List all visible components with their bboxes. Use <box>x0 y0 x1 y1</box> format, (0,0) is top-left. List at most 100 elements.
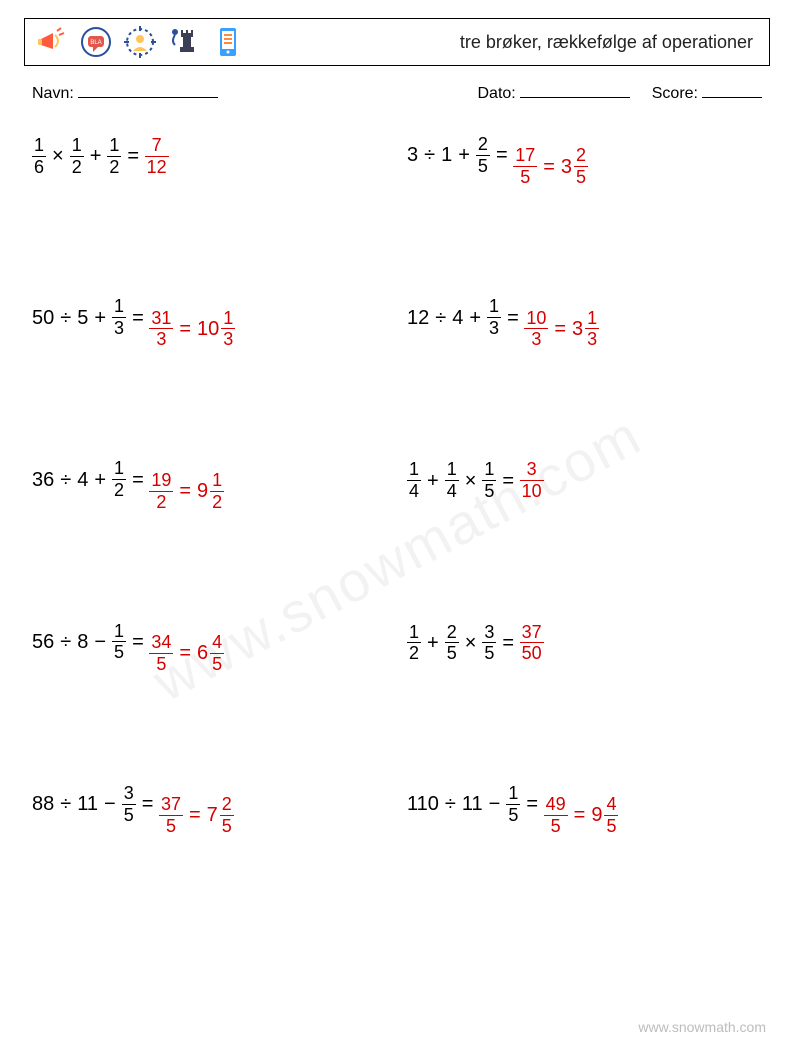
answer: 103 = 313 <box>524 309 599 350</box>
date-label: Dato: <box>478 85 516 103</box>
operator: + <box>469 308 481 328</box>
operator: = <box>179 643 191 663</box>
problem: 3÷1+25= 175=325 <box>407 135 762 187</box>
operator: = <box>496 145 508 165</box>
problem: 14 +14 ×15 = 310 <box>407 459 762 511</box>
fraction: 375 <box>159 795 183 836</box>
operator: + <box>90 146 102 166</box>
chess-rook-icon <box>167 25 201 59</box>
fraction: 35 <box>122 784 136 825</box>
operator: = <box>132 470 144 490</box>
problem: 12÷4+13= 103=313 <box>407 297 762 349</box>
answer: 495 =945 <box>544 795 619 836</box>
score-blank[interactable] <box>702 84 762 98</box>
fraction: 310 <box>520 460 544 501</box>
integer: 5 <box>77 308 88 328</box>
fraction: 35 <box>482 623 496 664</box>
mixed-number: 725 <box>207 795 234 836</box>
problem: 12+25×35= 3750 <box>407 622 762 674</box>
fraction: 25 <box>476 135 490 176</box>
fraction: 712 <box>145 136 169 177</box>
answer: 310 <box>520 460 544 501</box>
expression: 3÷1+25= <box>407 135 508 176</box>
mixed-number: 325 <box>561 146 588 187</box>
fraction: 345 <box>149 633 173 674</box>
operator: = <box>189 805 201 825</box>
integer: 12 <box>407 308 429 328</box>
integer: 110 <box>407 794 439 814</box>
operator: + <box>94 470 106 490</box>
fraction: 175 <box>513 146 537 187</box>
phone-list-icon <box>211 25 245 59</box>
operator: × <box>465 633 477 653</box>
expression: 36÷4+12= <box>32 459 144 500</box>
operator: ÷ <box>445 794 456 814</box>
expression: 12 ÷ 4 +13 = <box>407 297 519 338</box>
problem: 56÷8−15= 345=645 <box>32 622 387 674</box>
name-blank[interactable] <box>78 84 218 98</box>
target-person-icon <box>123 25 157 59</box>
fraction: 12 <box>70 136 84 177</box>
fraction: 14 <box>407 460 421 501</box>
operator: + <box>427 471 439 491</box>
mixed-number: 945 <box>591 795 618 836</box>
fraction: 16 <box>32 136 46 177</box>
operator: − <box>94 632 106 652</box>
operator: = <box>179 319 191 339</box>
operator: + <box>458 145 470 165</box>
problem: 16×12+12= 712 <box>32 135 387 187</box>
expression: 12+25×35= <box>407 623 514 664</box>
operator: = <box>179 481 191 501</box>
fraction: 495 <box>544 795 568 836</box>
operator: + <box>427 633 439 653</box>
chat-bubble-icon: BLA <box>79 25 113 59</box>
integer: 4 <box>452 308 463 328</box>
expression: 110÷11−15= <box>407 784 538 825</box>
operator: = <box>554 319 566 339</box>
integer: 50 <box>32 308 54 328</box>
fraction: 192 <box>149 471 173 512</box>
fraction: 12 <box>112 459 126 500</box>
operator: ÷ <box>60 794 71 814</box>
operator: × <box>465 471 477 491</box>
operator: − <box>104 794 116 814</box>
operator: ÷ <box>60 632 71 652</box>
integer: 36 <box>32 470 54 490</box>
mixed-number: 645 <box>197 633 224 674</box>
fraction: 13 <box>487 297 501 338</box>
integer: 8 <box>77 632 88 652</box>
operator: + <box>94 308 106 328</box>
operator: − <box>489 794 501 814</box>
expression: 50÷5+13= <box>32 297 144 338</box>
fraction: 12 <box>107 136 121 177</box>
answer: 712 <box>145 136 169 177</box>
date-blank[interactable] <box>520 84 630 98</box>
operator: = <box>526 794 538 814</box>
fraction: 3750 <box>520 623 544 664</box>
fraction: 14 <box>445 460 459 501</box>
expression: 14 +14 ×15 = <box>407 460 514 501</box>
fraction: 313 <box>149 309 173 350</box>
operator: ÷ <box>424 145 435 165</box>
worksheet-header: BLA <box>24 18 770 66</box>
operator: = <box>543 157 555 177</box>
meta-row: Navn: Dato: Score: <box>24 84 770 103</box>
mixed-number: 313 <box>572 309 599 350</box>
name-label: Navn: <box>32 85 74 103</box>
fraction: 12 <box>407 623 421 664</box>
operator: ÷ <box>435 308 446 328</box>
fraction: 103 <box>524 309 548 350</box>
fraction: 25 <box>445 623 459 664</box>
problems-grid: 16×12+12= 7123÷1+25= 175=32550÷5+13= 313… <box>24 125 770 836</box>
problem: 88÷11−35= 375=725 <box>32 784 387 836</box>
expression: 56÷8−15= <box>32 622 144 663</box>
integer: 11 <box>462 794 483 814</box>
expression: 16×12+12= <box>32 136 139 177</box>
integer: 3 <box>407 145 418 165</box>
operator: = <box>507 308 519 328</box>
answer: 375 = 725 <box>159 795 234 836</box>
operator: = <box>502 471 514 491</box>
operator: = <box>574 805 586 825</box>
operator: ÷ <box>60 470 71 490</box>
fraction: 15 <box>482 460 496 501</box>
